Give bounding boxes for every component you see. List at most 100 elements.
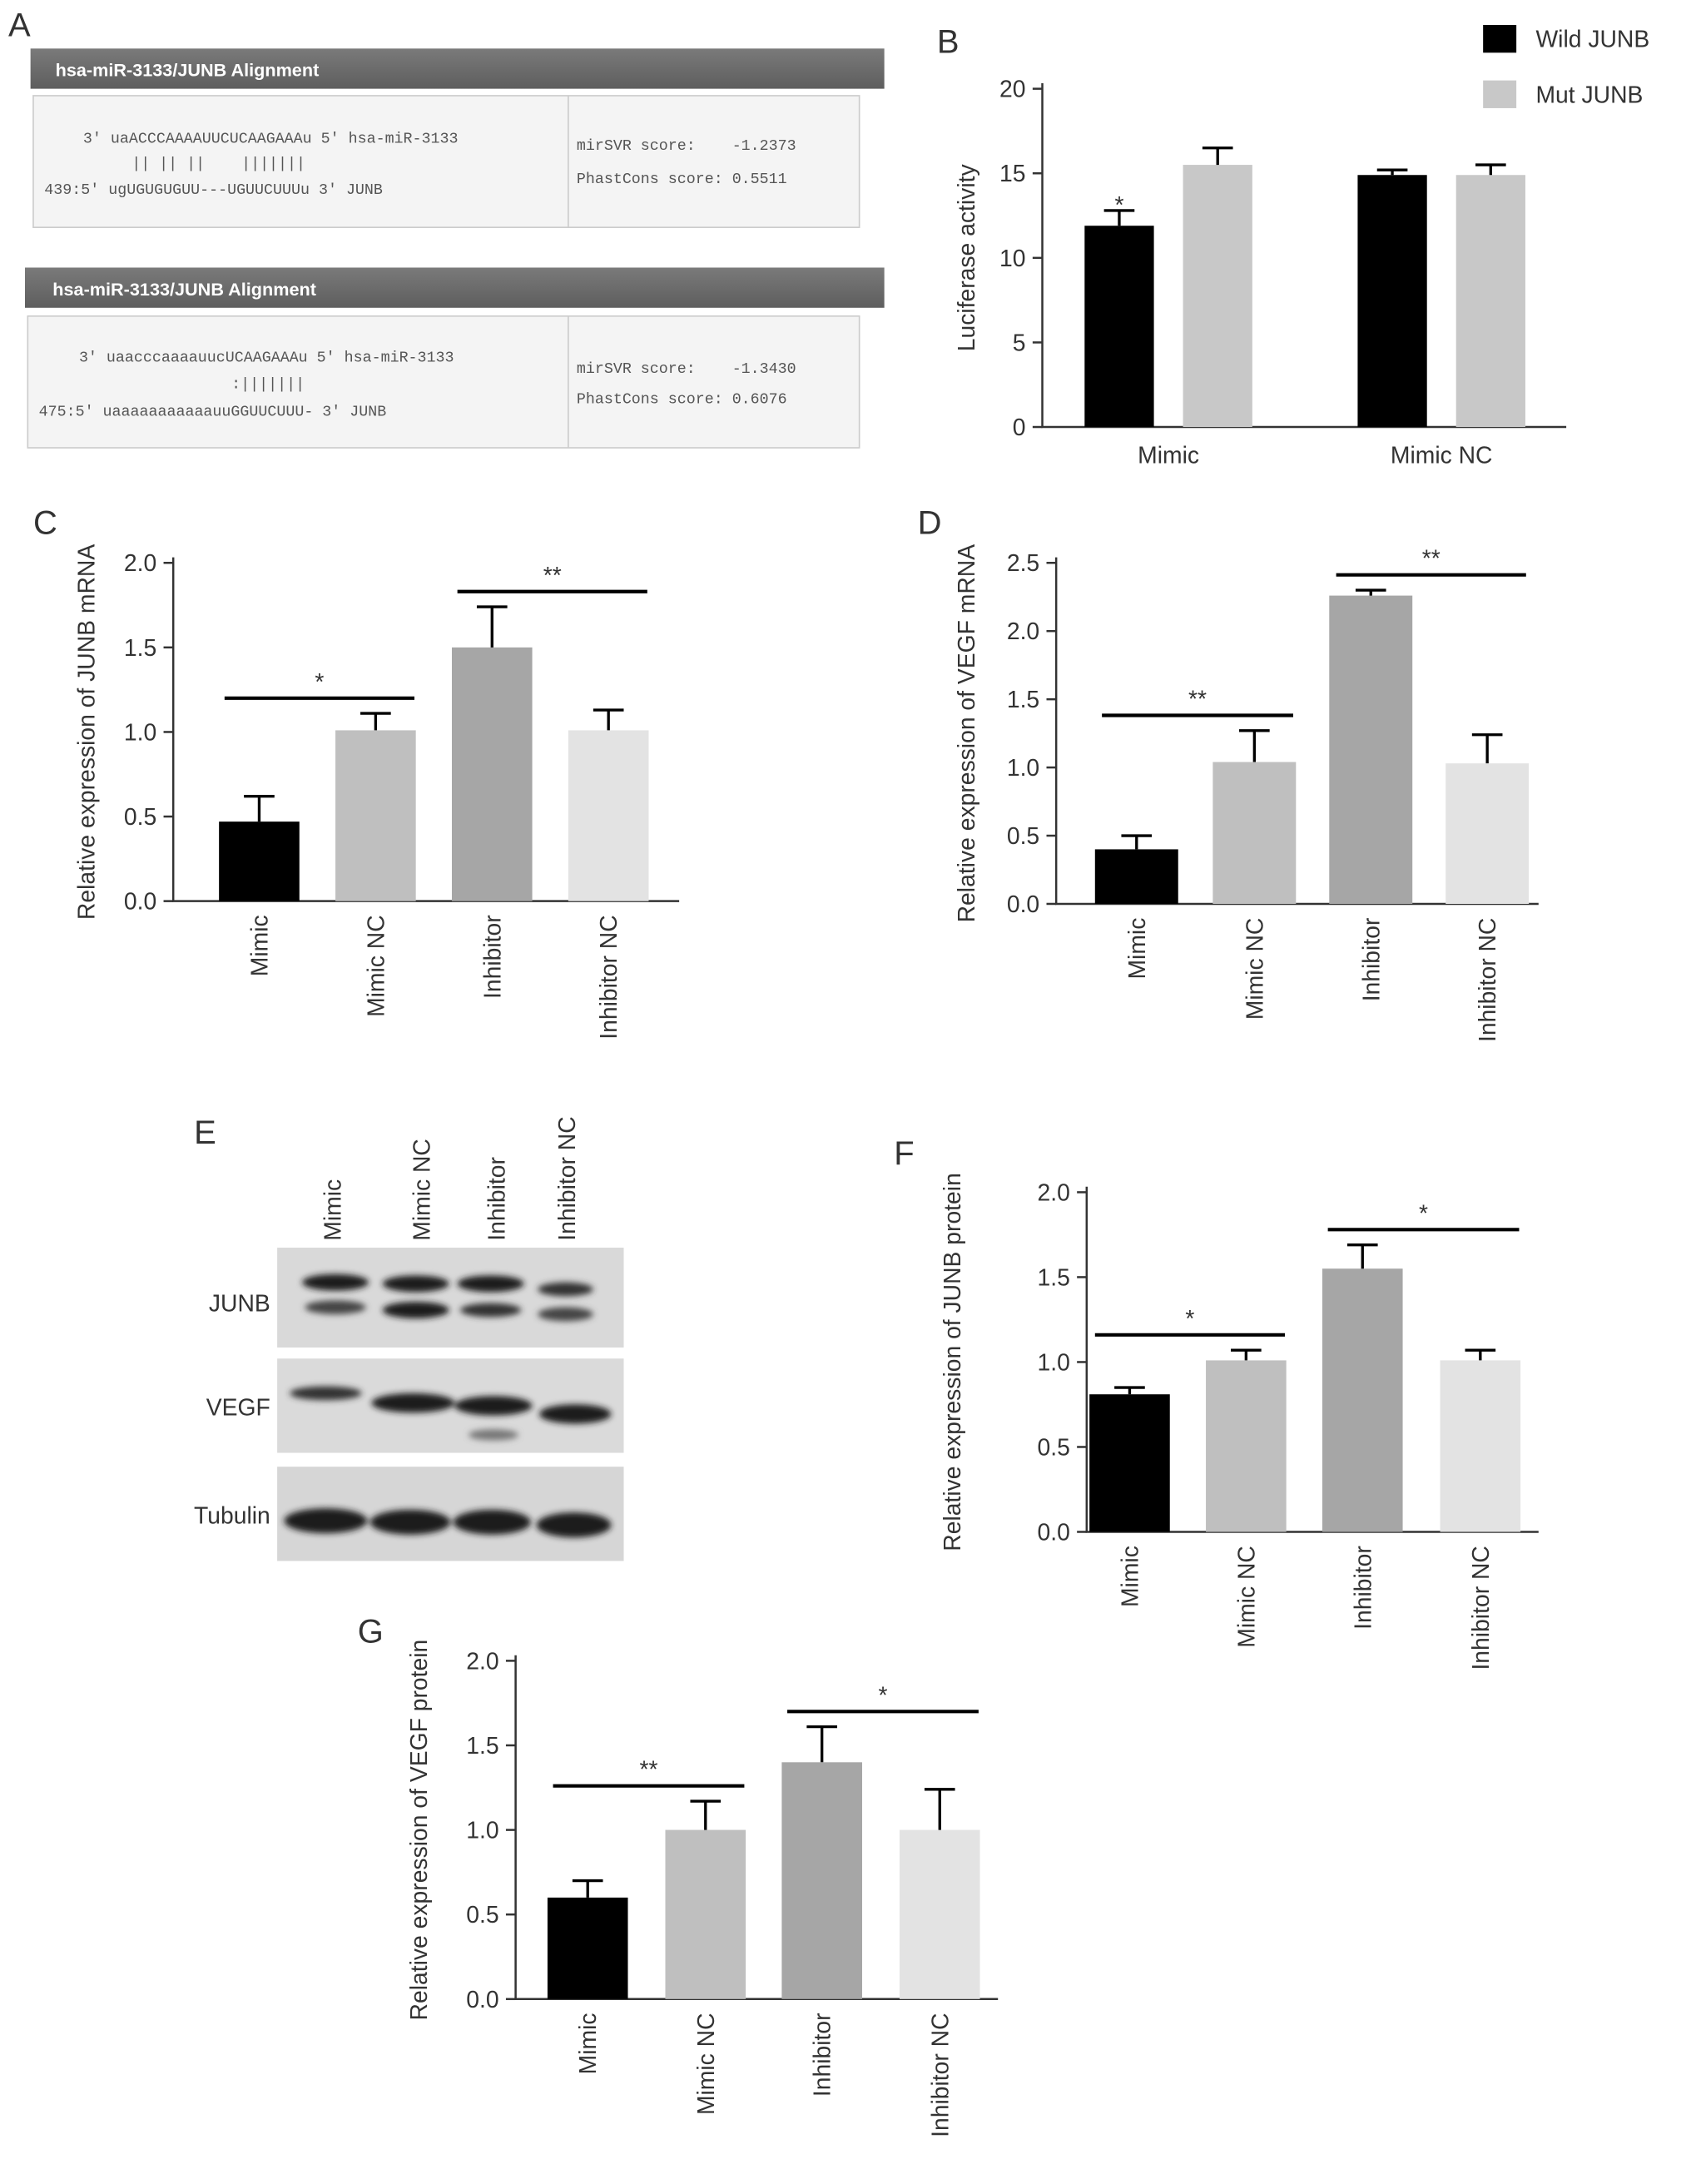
bar [1446,763,1530,904]
bar [1084,226,1154,428]
error-bar [1114,1386,1145,1395]
blot-lane-label: Inhibitor NC [553,1116,580,1240]
alignment-body [32,95,860,229]
error-bar [593,708,624,731]
x-tick-label: Inhibitor NC [1474,918,1500,1042]
significance-label: * [1419,1199,1428,1226]
bar [1329,595,1413,904]
y-axis-label: Relative expression of VEGF mRNA [953,544,979,923]
panel-label: C [33,504,57,541]
error-bar [806,1725,838,1763]
alignment-body [27,315,860,449]
alignment-score: mirSVR score: -1.2373 [577,137,796,155]
bands [284,1273,612,1538]
alignment-box: hsa-miR-3133/JUNB Alignment 3' uaACCCAAA… [30,48,885,229]
bar-chart: 0 5 10 15 20 Luciferase activity Mimic Mimic NC… [953,25,1649,468]
bar [547,1897,628,1999]
y-axis-label: Relative expression of VEGF protein [405,1640,432,2021]
y-tick-label: 2.5 [1007,549,1039,576]
y-tick-label: 0.0 [1037,1518,1069,1545]
panel-label: E [194,1114,216,1151]
x-tick-label: Mimic NC [1241,918,1267,1020]
significance-label: * [1185,1305,1194,1332]
significance-label: * [315,668,324,695]
alignment-header [30,48,885,89]
bar [1206,1360,1287,1532]
y-tick-label: 2.0 [1037,1179,1069,1205]
bar [1440,1360,1521,1532]
x-tick-label: Inhibitor NC [595,915,622,1039]
alignment-line: || || || ||||||| [131,156,305,173]
x-tick-label: Mimic NC [1391,441,1493,468]
error-bar [924,1788,955,1830]
bar [568,730,649,901]
x-tick-label: Inhibitor [1349,1546,1376,1630]
x-tick-label: Mimic [1138,441,1199,468]
alignment-title: hsa-miR-3133/JUNB Alignment [56,60,320,81]
blot-row-label: VEGF [206,1394,270,1421]
panel-letters: A B C D E F G [8,7,960,1650]
bar [451,647,533,901]
legend-swatch [1483,80,1517,108]
legend-swatch [1483,25,1517,53]
error-bar [1202,146,1233,166]
y-tick-label: 0.0 [1007,891,1039,917]
error-bar [360,712,391,731]
significance-label: ** [543,562,562,588]
y-tick-label: 10 [999,245,1025,271]
y-tick-label: 20 [999,76,1025,102]
bar [899,1829,980,1999]
y-tick-label: 0.0 [124,888,156,915]
alignment-score: PhastCons score: 0.6076 [577,391,787,409]
bar-chart: 0.0 0.5 1.0 1.5 2.0 Relative expression of VE… [405,1640,999,2137]
alignment-title: hsa-miR-3133/JUNB Alignment [52,279,316,300]
bar [781,1762,862,1999]
bar [1212,762,1297,904]
error-bar [1355,588,1386,596]
y-tick-label: 0.5 [1037,1433,1069,1460]
y-tick-label: 1.0 [466,1817,498,1844]
alignment-box: hsa-miR-3133/JUNB Alignment 3' uaacccaaa… [24,267,885,449]
y-tick-label: 1.5 [1007,686,1039,712]
alignment-line: 475:5' uaaaaaaaaaaauuGGUUCUUU- 3' JUNB [39,404,387,421]
y-tick-label: 1.5 [124,634,156,661]
y-tick-label: 2.0 [1007,618,1039,644]
error-bar [1121,834,1153,850]
alignment-score: mirSVR score: -1.3430 [577,360,796,378]
error-bar [1103,209,1135,226]
y-tick-label: 5 [1013,329,1026,355]
y-tick-label: 1.0 [1007,754,1039,781]
bar [665,1829,746,1999]
significance-label: * [878,1681,887,1708]
y-axis-label: Relative expression of JUNB mRNA [72,544,99,920]
x-tick-label: Mimic [1123,918,1150,980]
bar-chart: 0.0 0.5 1.0 1.5 2.0 Relative expression of JU… [72,544,680,1040]
x-tick-label: Mimic NC [692,2013,719,2115]
bar-chart: 0.0 0.5 1.0 1.5 2.0 Relative expression of JU… [939,1173,1539,1670]
significance-label: ** [639,1756,657,1783]
error-bar [244,795,275,822]
bar [219,821,300,901]
x-tick-label: Inhibitor NC [926,2013,953,2137]
blot-row-label: JUNB [209,1290,270,1317]
y-tick-label: 0.0 [466,1986,498,2013]
blot-row-label: Tubulin [194,1502,270,1528]
alignment-line: 3' uaacccaaaauucUCAAGAAAu 5' hsa-miR-313… [79,350,454,367]
bar [1183,165,1252,428]
alignment-line: 3' uaACCCAAAAUUCUCAAGAAAu 5' hsa-miR-313… [83,131,459,148]
y-tick-label: 1.0 [124,718,156,745]
error-bar [1376,168,1408,176]
panel-label: F [894,1135,914,1172]
x-tick-label: Inhibitor [479,915,505,999]
panel-label: A [8,7,31,43]
y-tick-label: 0.5 [466,1901,498,1928]
bar [1455,175,1525,428]
y-tick-label: 0 [1013,414,1026,440]
significance-label: * [1114,191,1123,218]
panel-label: G [358,1614,384,1650]
panel-label: D [918,504,942,541]
error-bar [476,605,508,648]
y-axis-label: Relative expression of JUNB protein [939,1173,965,1551]
x-tick-label: Mimic [1116,1546,1143,1607]
